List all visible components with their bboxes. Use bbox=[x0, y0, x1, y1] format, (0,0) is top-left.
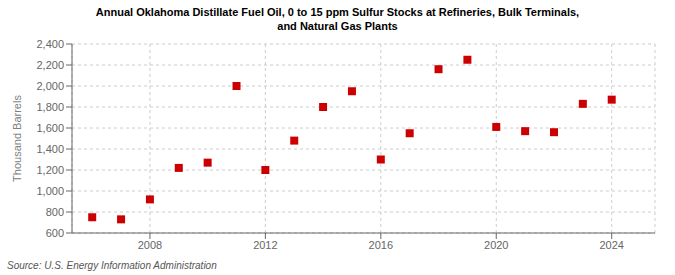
svg-text:1,200: 1,200 bbox=[36, 164, 64, 176]
svg-text:2012: 2012 bbox=[253, 239, 277, 251]
svg-text:2,000: 2,000 bbox=[36, 80, 64, 92]
html-text:Source: U.S. Energy Informatio: Source: U.S. Energy Information Administ… bbox=[7, 260, 217, 271]
svg-text:2016: 2016 bbox=[369, 239, 393, 251]
html-text:Annual Oklahoma Distillate Fue: Annual Oklahoma Distillate Fuel Oil, 0 t… bbox=[95, 6, 580, 18]
svg-text:Thousand Barrels: Thousand Barrels bbox=[11, 95, 23, 182]
svg-text:800: 800 bbox=[46, 206, 64, 218]
svg-text:2,200: 2,200 bbox=[36, 59, 64, 71]
svg-text:1,600: 1,600 bbox=[36, 122, 64, 134]
svg-text:2008: 2008 bbox=[138, 239, 162, 251]
svg-text:600: 600 bbox=[46, 227, 64, 239]
svg-text:2024: 2024 bbox=[599, 239, 623, 251]
svg-text:2020: 2020 bbox=[484, 239, 508, 251]
svg-text:1,400: 1,400 bbox=[36, 143, 64, 155]
svg-text:1,000: 1,000 bbox=[36, 185, 64, 197]
svg-text:1,800: 1,800 bbox=[36, 101, 64, 113]
svg-text:2,400: 2,400 bbox=[36, 38, 64, 50]
html-text:and Natural Gas Plants: and Natural Gas Plants bbox=[277, 20, 398, 32]
